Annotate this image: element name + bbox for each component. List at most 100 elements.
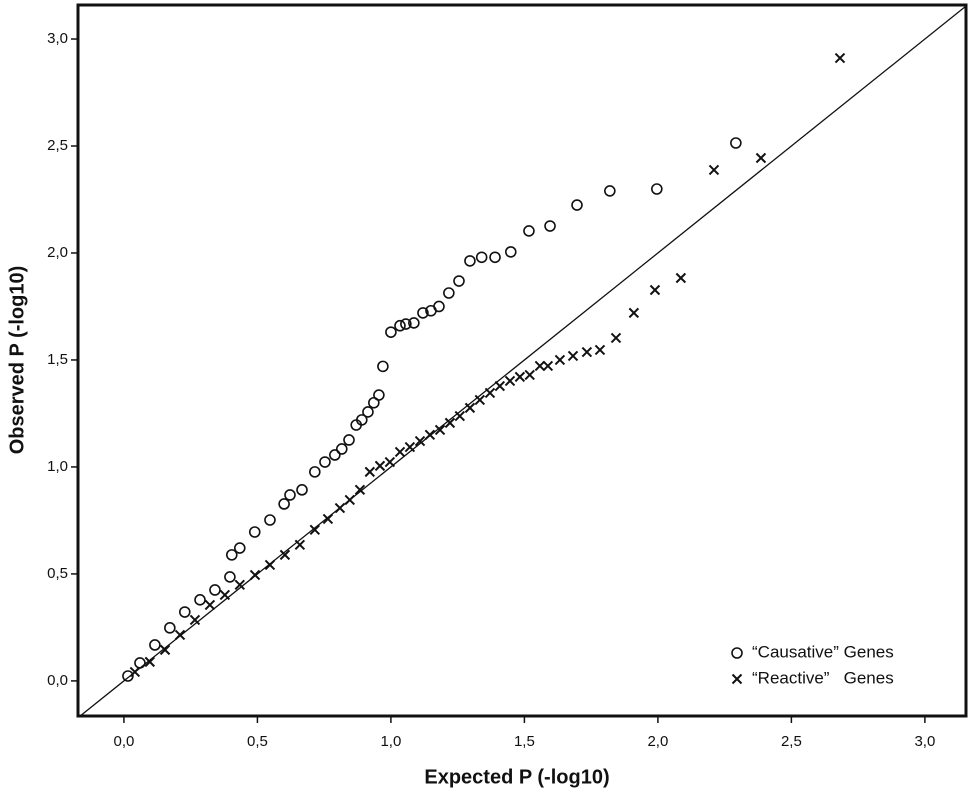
x-marker	[494, 380, 506, 392]
y-tick-label: 2,5	[47, 137, 68, 154]
circle-marker	[544, 220, 556, 232]
circle-marker	[604, 185, 616, 197]
circle-marker	[362, 406, 374, 418]
x-marker	[434, 424, 446, 436]
circle-marker	[233, 542, 246, 554]
x-marker	[649, 284, 661, 296]
circle-marker	[400, 318, 412, 330]
legend-marker	[731, 647, 743, 659]
x-marker	[484, 387, 496, 399]
x-marker	[334, 502, 346, 514]
circle-marker	[309, 466, 321, 478]
x-tick-label: 2,0	[647, 733, 668, 750]
x-marker	[189, 614, 201, 626]
circle-marker	[178, 606, 191, 618]
circle-marker	[225, 549, 238, 561]
x-marker	[444, 417, 456, 429]
circle-marker	[296, 484, 308, 496]
x-marker	[554, 354, 566, 366]
y-tick-label: 1,0	[47, 458, 68, 475]
circle-marker	[224, 571, 236, 583]
x-marker	[144, 656, 156, 668]
circle-marker	[385, 326, 397, 338]
circle-marker	[504, 246, 517, 258]
y-tick-label: 2,0	[47, 244, 68, 261]
x-marker	[594, 344, 606, 356]
x-marker	[610, 332, 622, 344]
x-marker	[524, 369, 535, 381]
x-marker	[374, 460, 386, 472]
x-axis-title: Expected P (-log10)	[424, 766, 609, 788]
x-marker	[675, 272, 687, 284]
circle-marker	[523, 225, 535, 237]
circle-marker	[651, 183, 663, 195]
circle-marker	[425, 304, 437, 317]
circle-marker	[489, 251, 501, 264]
y-tick-label: 3,0	[47, 30, 68, 47]
circle-marker	[417, 307, 429, 319]
x-marker	[344, 494, 356, 506]
x-marker	[264, 559, 276, 571]
x-marker	[234, 579, 246, 591]
x-marker	[504, 375, 516, 387]
circle-marker	[350, 419, 363, 431]
x-tick-label: 1,0	[380, 733, 401, 750]
x-marker	[464, 402, 476, 414]
circle-marker	[284, 489, 296, 501]
circle-marker	[335, 443, 348, 455]
circle-marker	[134, 657, 146, 669]
circle-marker	[571, 199, 583, 211]
circle-marker	[248, 526, 261, 538]
circle-marker	[329, 449, 341, 461]
x-marker	[534, 360, 546, 372]
x-marker	[159, 644, 171, 656]
circle-marker	[464, 255, 476, 267]
x-marker	[129, 666, 141, 678]
x-marker	[474, 394, 486, 406]
x-tick-label: 0,0	[113, 733, 134, 750]
x-marker	[322, 513, 334, 525]
x-marker	[204, 599, 216, 611]
x-marker	[394, 446, 406, 458]
x-marker	[514, 371, 526, 383]
x-marker	[364, 466, 376, 478]
x-marker	[219, 589, 231, 601]
circle-marker	[443, 287, 455, 299]
plot-area	[79, 5, 966, 716]
x-marker	[309, 524, 321, 536]
x-marker	[249, 569, 261, 581]
x-marker	[404, 441, 416, 453]
circle-marker	[319, 456, 331, 468]
x-marker	[755, 152, 767, 164]
circle-marker	[122, 670, 134, 682]
x-marker	[834, 52, 846, 64]
legend-label: “Causative” Genes	[752, 642, 894, 661]
x-marker	[581, 346, 593, 358]
circle-marker	[278, 498, 290, 510]
x-marker	[354, 484, 366, 496]
y-tick-label: 0,5	[47, 565, 68, 582]
x-marker	[294, 539, 306, 551]
x-marker	[708, 164, 720, 176]
x-tick-label: 1,5	[514, 733, 535, 750]
circle-marker	[475, 251, 488, 264]
x-tick-label: 0,5	[247, 733, 268, 750]
y-tick-label: 1,5	[47, 351, 68, 368]
x-tick-label: 2,5	[781, 733, 802, 750]
legend-label: “Reactive” Genes	[752, 668, 894, 687]
x-marker	[567, 350, 579, 362]
x-marker	[279, 549, 291, 561]
plot-frame	[76, 3, 968, 718]
x-marker	[414, 435, 426, 447]
x-marker	[628, 307, 640, 319]
circle-marker	[394, 319, 406, 332]
circle-marker	[149, 639, 161, 651]
circle-marker	[730, 137, 742, 149]
circle-marker	[368, 396, 380, 409]
circle-marker	[264, 514, 276, 526]
x-marker	[174, 629, 186, 641]
x-marker	[384, 456, 396, 468]
circle-marker	[408, 317, 420, 329]
x-marker	[542, 360, 554, 372]
